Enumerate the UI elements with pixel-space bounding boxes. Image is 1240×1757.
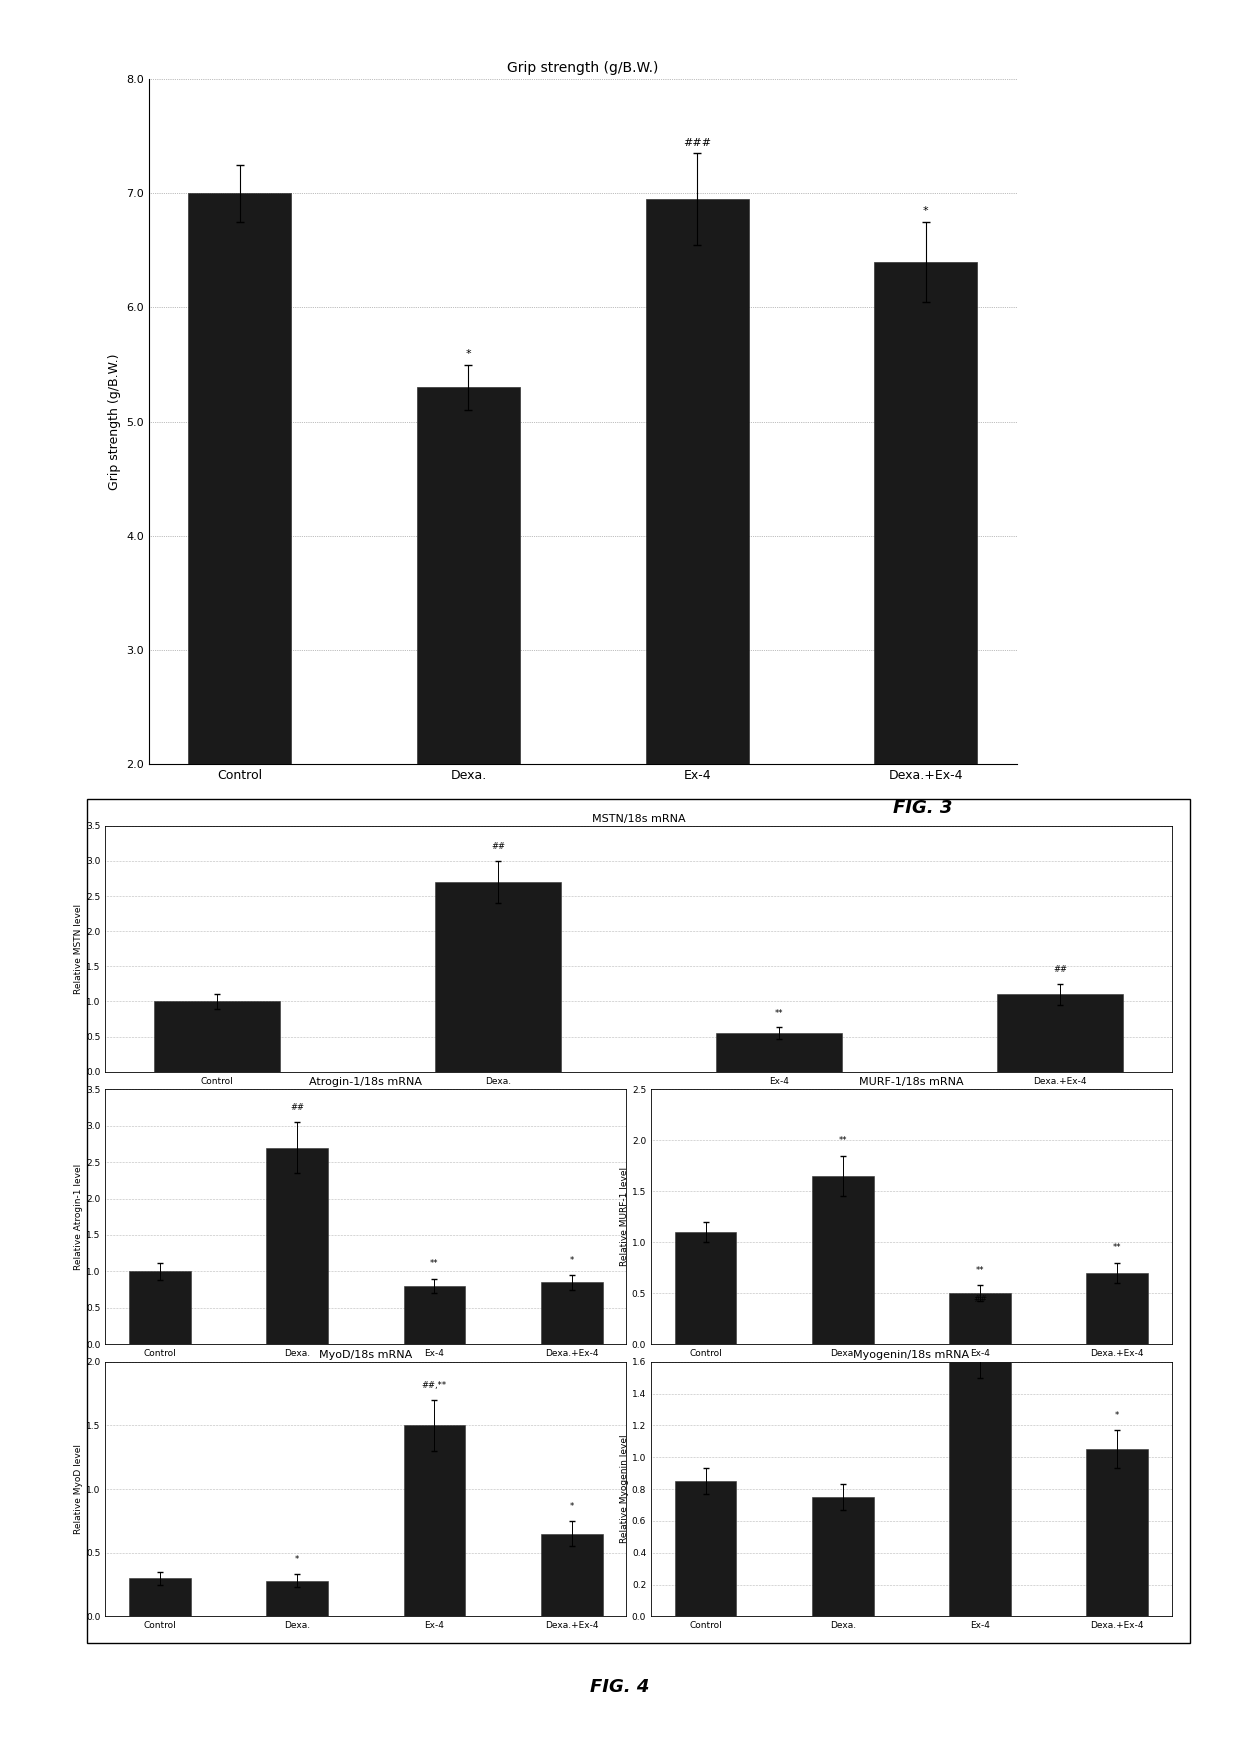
Title: MURF-1/18s mRNA: MURF-1/18s mRNA xyxy=(859,1077,963,1088)
Bar xyxy=(129,1272,191,1344)
Text: *: * xyxy=(569,1256,574,1265)
Y-axis label: Relative MURF-1 level: Relative MURF-1 level xyxy=(620,1167,629,1267)
Title: Myogenin/18s mRNA: Myogenin/18s mRNA xyxy=(853,1349,970,1360)
Bar xyxy=(267,1147,329,1344)
Y-axis label: Relative MSTN level: Relative MSTN level xyxy=(74,903,83,994)
Text: ##: ## xyxy=(491,842,505,850)
Bar xyxy=(417,388,520,993)
Y-axis label: Relative Myogenin level: Relative Myogenin level xyxy=(620,1435,629,1543)
Text: *: * xyxy=(1115,1411,1120,1420)
Bar xyxy=(675,1481,737,1616)
Text: **: ** xyxy=(430,1260,439,1269)
Text: ##: ## xyxy=(290,1103,304,1112)
Text: **: ** xyxy=(1114,1244,1121,1253)
Bar xyxy=(403,1425,465,1616)
Bar xyxy=(541,1283,603,1344)
Title: MyoD/18s mRNA: MyoD/18s mRNA xyxy=(319,1349,413,1360)
Title: MSTN/18s mRNA: MSTN/18s mRNA xyxy=(591,813,686,824)
Bar xyxy=(949,1293,1011,1344)
Text: ###: ### xyxy=(683,137,712,148)
Bar xyxy=(949,1346,1011,1616)
Bar xyxy=(435,882,562,1072)
Y-axis label: Relative MyoD level: Relative MyoD level xyxy=(74,1444,83,1534)
Text: ##,**: ##,** xyxy=(422,1381,446,1390)
Text: **: ** xyxy=(838,1137,847,1146)
Title: Atrogin-1/18s mRNA: Atrogin-1/18s mRNA xyxy=(309,1077,423,1088)
Text: ##: ## xyxy=(1053,965,1068,973)
Text: *: * xyxy=(466,350,471,358)
Y-axis label: Relative Atrogin-1 level: Relative Atrogin-1 level xyxy=(74,1163,83,1270)
Bar xyxy=(267,1581,329,1616)
Bar xyxy=(812,1497,874,1616)
Bar xyxy=(154,1001,280,1072)
Title: Grip strength (g/B.W.): Grip strength (g/B.W.) xyxy=(507,61,658,76)
Text: FIG. 4: FIG. 4 xyxy=(590,1678,650,1696)
Text: *: * xyxy=(923,206,929,216)
Bar xyxy=(188,193,291,993)
Bar xyxy=(541,1534,603,1616)
Bar xyxy=(812,1175,874,1344)
Text: **: ** xyxy=(775,1009,784,1017)
Bar xyxy=(403,1286,465,1344)
Text: FIG. 3: FIG. 3 xyxy=(893,799,952,817)
Bar xyxy=(675,1232,737,1344)
Bar xyxy=(646,199,749,993)
Text: ##: ## xyxy=(973,1295,987,1304)
Text: **: ** xyxy=(976,1265,985,1276)
Text: *: * xyxy=(569,1502,574,1511)
Bar xyxy=(1086,1272,1148,1344)
Y-axis label: Grip strength (g/B.W.): Grip strength (g/B.W.) xyxy=(108,353,120,490)
Bar xyxy=(129,1578,191,1616)
Bar xyxy=(997,994,1123,1072)
Text: *: * xyxy=(295,1555,299,1564)
Bar xyxy=(715,1033,842,1072)
Bar xyxy=(1086,1450,1148,1616)
Bar xyxy=(874,262,977,993)
